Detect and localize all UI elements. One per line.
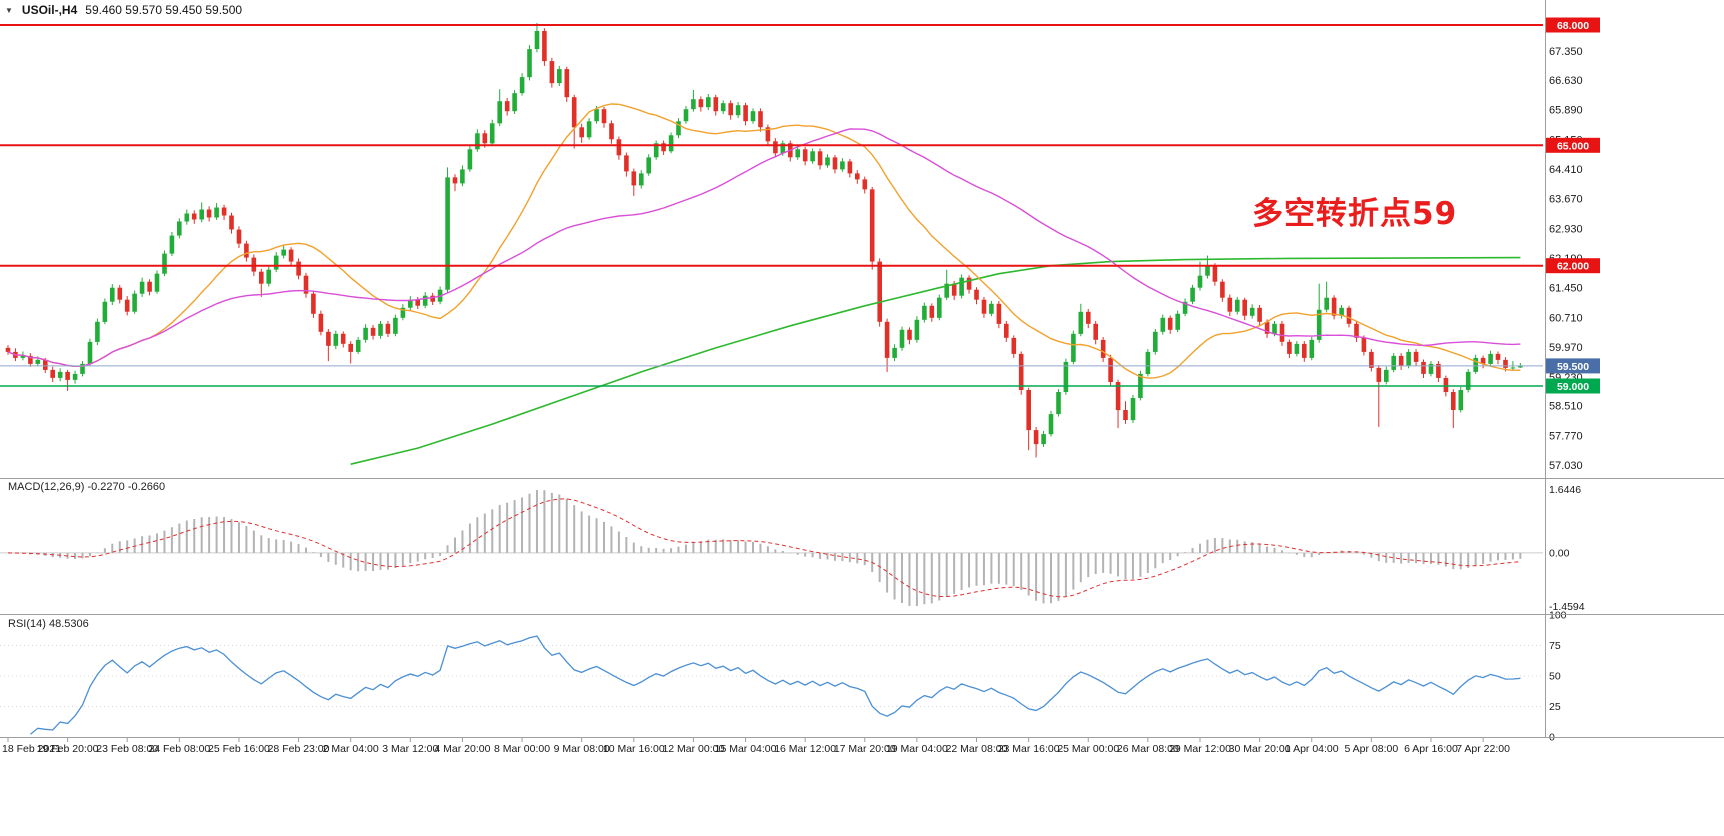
macd-indicator-label: MACD(12,26,9) -0.2270 -0.2660	[8, 481, 166, 493]
rsi-line	[29, 635, 1521, 735]
svg-text:61.450: 61.450	[1549, 283, 1583, 295]
svg-text:22 Mar 08:00: 22 Mar 08:00	[946, 743, 1008, 755]
svg-text:8 Mar 00:00: 8 Mar 00:00	[494, 743, 550, 755]
svg-text:24 Feb 08:00: 24 Feb 08:00	[148, 743, 210, 755]
svg-text:1.6446: 1.6446	[1549, 484, 1581, 496]
candlesticks[interactable]	[5, 23, 1523, 458]
svg-text:62.000: 62.000	[1557, 261, 1589, 273]
svg-text:19 Feb 20:00: 19 Feb 20:00	[37, 743, 99, 755]
svg-text:60.710: 60.710	[1549, 312, 1583, 324]
svg-text:66.630: 66.630	[1549, 75, 1583, 87]
svg-text:25 Mar 00:00: 25 Mar 00:00	[1057, 743, 1119, 755]
macd-axis[interactable]: 1.6446 0.00 -1.4594	[1549, 484, 1585, 613]
svg-text:18 Feb 2021: 18 Feb 2021	[2, 743, 61, 755]
svg-text:4 Mar 20:00: 4 Mar 20:00	[434, 743, 490, 755]
svg-text:65.000: 65.000	[1557, 140, 1589, 152]
svg-text:30 Mar 20:00: 30 Mar 20:00	[1229, 743, 1291, 755]
svg-text:23 Feb 08:00: 23 Feb 08:00	[96, 743, 158, 755]
svg-text:63.670: 63.670	[1549, 194, 1583, 206]
svg-text:3 Mar 12:00: 3 Mar 12:00	[382, 743, 438, 755]
svg-text:57.770: 57.770	[1549, 430, 1583, 442]
svg-text:10 Mar 16:00: 10 Mar 16:00	[603, 743, 665, 755]
svg-text:7 Apr 22:00: 7 Apr 22:00	[1456, 743, 1510, 755]
svg-text:5 Apr 08:00: 5 Apr 08:00	[1344, 743, 1398, 755]
svg-text:25 Feb 16:00: 25 Feb 16:00	[208, 743, 270, 755]
macd-signal-line	[7, 498, 1521, 598]
svg-text:59.970: 59.970	[1549, 342, 1583, 354]
svg-text:29 Mar 12:00: 29 Mar 12:00	[1169, 743, 1231, 755]
ma-slow-line	[350, 256, 1521, 465]
svg-text:2 Mar 04:00: 2 Mar 04:00	[323, 743, 379, 755]
svg-text:57.030: 57.030	[1549, 460, 1583, 472]
svg-text:67.350: 67.350	[1549, 46, 1583, 58]
macd-histogram	[14, 490, 1522, 606]
svg-text:26 Mar 08:00: 26 Mar 08:00	[1117, 743, 1179, 755]
svg-text:100: 100	[1549, 610, 1567, 622]
svg-text:65.890: 65.890	[1549, 105, 1583, 117]
svg-text:6 Apr 16:00: 6 Apr 16:00	[1404, 743, 1458, 755]
rsi-indicator-label: RSI(14) 48.5306	[8, 618, 89, 630]
svg-text:75: 75	[1549, 640, 1561, 652]
svg-text:58.510: 58.510	[1549, 401, 1583, 413]
horizontal-level-lines[interactable]	[0, 24, 1543, 387]
chart-annotation: 多空转折点59	[1252, 196, 1458, 232]
svg-text:23 Mar 16:00: 23 Mar 16:00	[998, 743, 1060, 755]
svg-text:16 Mar 12:00: 16 Mar 12:00	[774, 743, 836, 755]
svg-text:19 Mar 04:00: 19 Mar 04:00	[886, 743, 948, 755]
svg-text:28 Feb 23:00: 28 Feb 23:00	[268, 743, 330, 755]
chart-title: ▼ USOil-,H4 59.460 59.570 59.450 59.500	[5, 3, 242, 17]
svg-text:15 Mar 04:00: 15 Mar 04:00	[715, 743, 777, 755]
ma-fast-line	[7, 103, 1521, 379]
svg-text:1 Apr 04:00: 1 Apr 04:00	[1285, 743, 1339, 755]
svg-text:59.500: 59.500	[1557, 361, 1589, 373]
svg-text:59.000: 59.000	[1557, 381, 1589, 393]
svg-text:25: 25	[1549, 701, 1561, 713]
ohlc-readout: 59.460 59.570 59.450 59.500	[85, 3, 243, 17]
svg-text:50: 50	[1549, 671, 1561, 683]
svg-text:64.410: 64.410	[1549, 164, 1583, 176]
price-axis[interactable]: 67.35066.63065.89065.15064.41063.67062.9…	[1546, 17, 1600, 472]
svg-text:0.00: 0.00	[1549, 547, 1570, 559]
svg-text:68.000: 68.000	[1557, 20, 1589, 32]
svg-text:62.930: 62.930	[1549, 223, 1583, 235]
svg-text:9 Mar 08:00: 9 Mar 08:00	[554, 743, 610, 755]
svg-text:-1.4594: -1.4594	[1549, 601, 1585, 613]
symbol-timeframe-label: USOil-,H4	[21, 3, 78, 17]
svg-text:17 Mar 20:00: 17 Mar 20:00	[834, 743, 896, 755]
svg-text:12 Mar 00:00: 12 Mar 00:00	[662, 743, 724, 755]
collapse-icon[interactable]: ▼	[5, 5, 13, 15]
ma-mid-line	[7, 128, 1521, 368]
